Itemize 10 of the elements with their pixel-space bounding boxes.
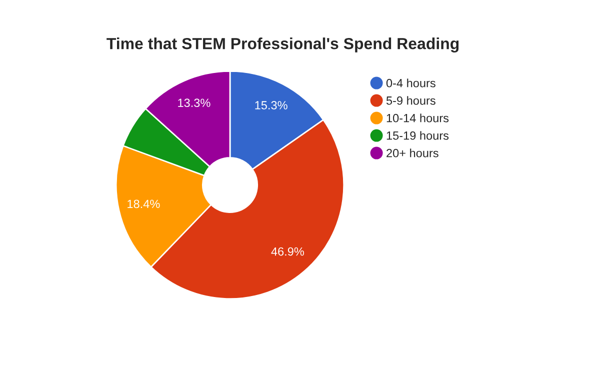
chart-title: Time that STEM Professional's Spend Reading bbox=[106, 38, 459, 52]
data-label: 46.9% bbox=[271, 247, 304, 256]
legend-label: 0-4 hours bbox=[386, 78, 436, 88]
data-label: 13.3% bbox=[178, 98, 210, 107]
legend-label: 15-19 hours bbox=[386, 131, 449, 140]
data-label: 18.4% bbox=[128, 200, 160, 208]
legend-label: 5-9 hours bbox=[386, 96, 436, 105]
legend-label: 20+ hours bbox=[386, 148, 438, 158]
data-label: 15.3% bbox=[255, 101, 288, 110]
legend-label: 10-14 hours bbox=[386, 114, 449, 122]
